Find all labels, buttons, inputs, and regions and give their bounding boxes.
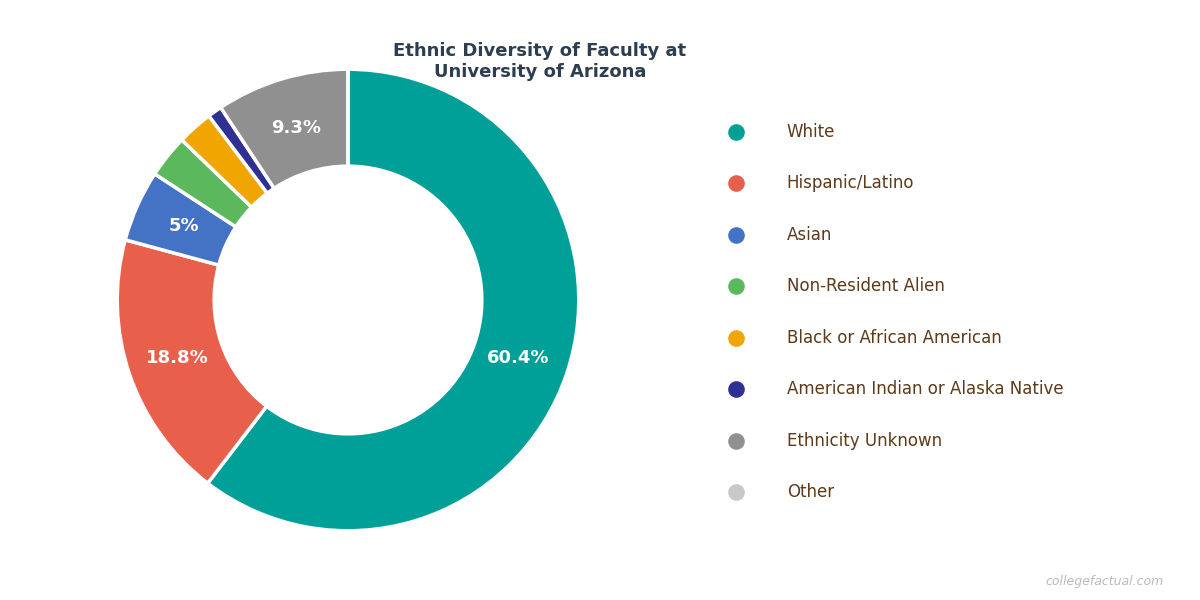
Text: Non-Resident Alien: Non-Resident Alien xyxy=(787,277,944,295)
Wedge shape xyxy=(209,107,274,193)
Wedge shape xyxy=(118,240,266,483)
Text: Hispanic/Latino: Hispanic/Latino xyxy=(787,175,914,193)
Text: Ethnic Diversity of Faculty at
University of Arizona: Ethnic Diversity of Faculty at Universit… xyxy=(394,42,686,81)
Text: Asian: Asian xyxy=(787,226,832,244)
Point xyxy=(727,436,746,445)
Text: White: White xyxy=(787,123,835,141)
Wedge shape xyxy=(221,69,348,188)
Wedge shape xyxy=(125,174,236,265)
Text: collegefactual.com: collegefactual.com xyxy=(1045,575,1164,588)
Point xyxy=(727,333,746,343)
Point xyxy=(727,385,746,394)
Wedge shape xyxy=(208,69,578,531)
Point xyxy=(727,281,746,291)
Text: Black or African American: Black or African American xyxy=(787,329,1002,347)
Point xyxy=(727,230,746,239)
Point xyxy=(727,179,746,188)
Text: American Indian or Alaska Native: American Indian or Alaska Native xyxy=(787,380,1063,398)
Point xyxy=(727,127,746,137)
Text: 9.3%: 9.3% xyxy=(271,119,322,137)
Text: Ethnicity Unknown: Ethnicity Unknown xyxy=(787,431,942,449)
Text: 5%: 5% xyxy=(168,217,199,235)
Text: 18.8%: 18.8% xyxy=(146,349,209,367)
Text: Other: Other xyxy=(787,483,834,501)
Text: 60.4%: 60.4% xyxy=(487,349,550,367)
Wedge shape xyxy=(155,140,252,227)
Point xyxy=(727,487,746,497)
Wedge shape xyxy=(181,116,268,207)
